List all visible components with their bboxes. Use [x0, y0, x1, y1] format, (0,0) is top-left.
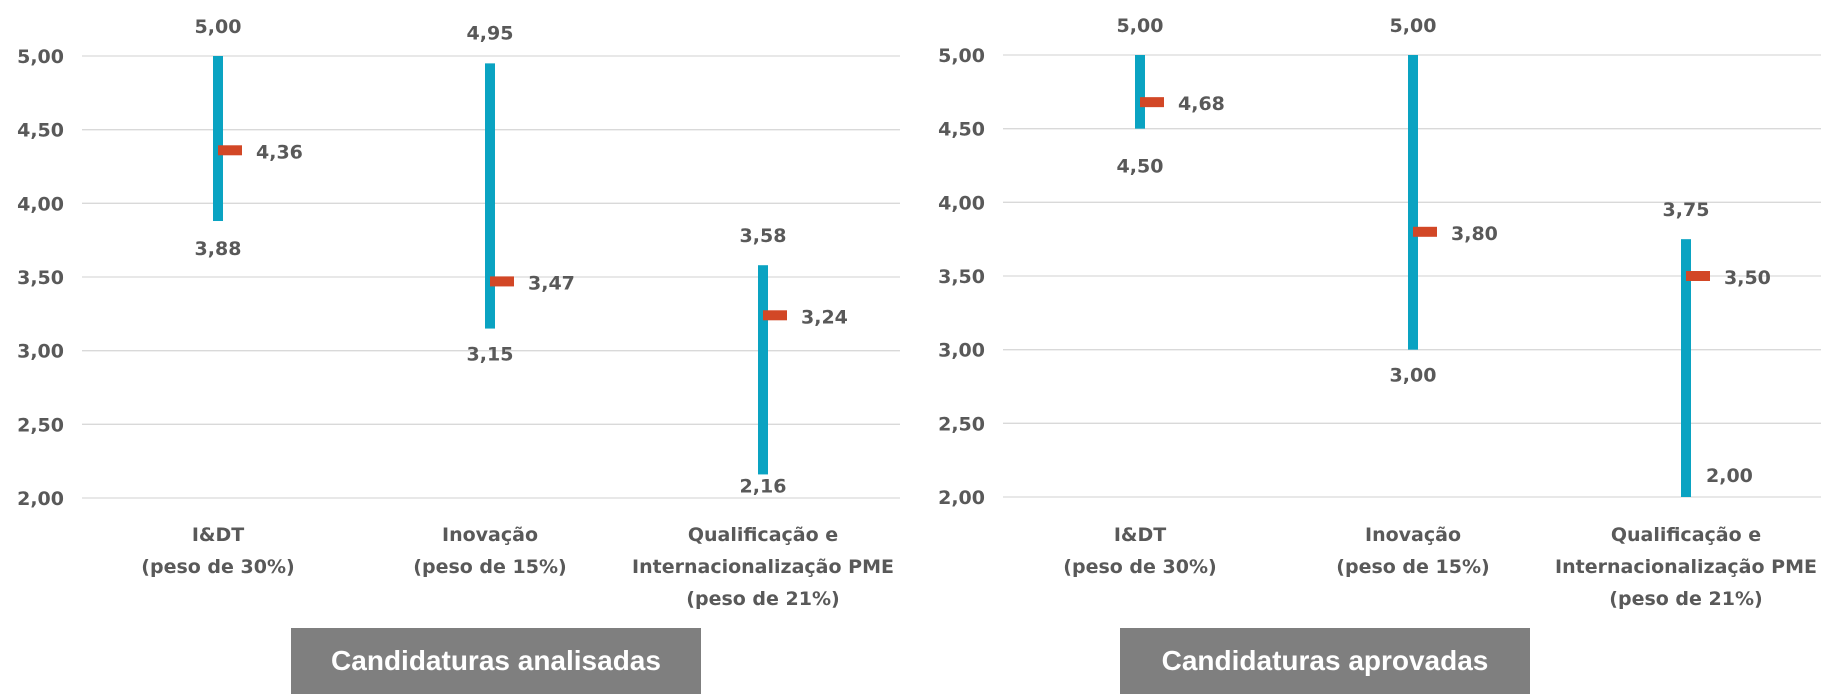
max-value-label: 3,75	[1663, 199, 1710, 221]
max-value-label: 5,00	[1117, 15, 1164, 37]
x-category-label: Qualificação e	[688, 524, 838, 546]
y-tick-label: 5,00	[17, 46, 64, 68]
range-bar	[1681, 239, 1691, 497]
mean-marker	[763, 310, 787, 321]
mean-marker	[490, 276, 514, 287]
max-value-label: 3,58	[740, 225, 787, 247]
min-value-label: 3,00	[1390, 365, 1437, 387]
mean-value-label: 3,80	[1451, 223, 1498, 245]
x-category-label: Internacionalização PME	[1555, 556, 1817, 578]
x-category-label: (peso de 15%)	[413, 556, 566, 578]
mean-value-label: 4,68	[1178, 93, 1225, 115]
mean-marker	[1413, 226, 1437, 237]
y-tick-label: 3,50	[938, 266, 985, 288]
x-category-label: (peso de 30%)	[141, 556, 294, 578]
mean-value-label: 3,47	[528, 272, 575, 294]
mean-value-label: 3,24	[801, 306, 848, 328]
mean-marker	[1686, 271, 1710, 281]
chart-candidaturas-analisadas: 2,00 2,50 3,00 3,50 4,00 4,50 5,00 5,00 3,88 4,36…	[17, 16, 900, 610]
y-tick-label: 3,00	[17, 341, 64, 363]
x-category-label: Inovação	[442, 524, 538, 546]
min-value-label: 3,15	[467, 344, 514, 366]
x-category-label: I&DT	[1114, 524, 1166, 546]
range-bar	[1135, 55, 1145, 129]
caption-candidaturas-aprovadas: Candidaturas aprovadas	[1120, 628, 1530, 694]
max-value-label: 5,00	[1390, 15, 1437, 37]
y-tick-label: 4,00	[938, 192, 985, 214]
mean-value-label: 3,50	[1724, 267, 1771, 289]
max-value-label: 4,95	[467, 22, 514, 44]
x-category-label: (peso de 15%)	[1336, 556, 1489, 578]
y-tick-label: 2,00	[17, 488, 64, 510]
chart-candidaturas-aprovadas: 2,00 2,50 3,00 3,50 4,00 4,50 5,00 5,00 4,50 4,68…	[938, 15, 1821, 610]
max-value-label: 5,00	[195, 16, 242, 38]
range-bar	[485, 63, 495, 329]
mean-marker	[1140, 97, 1164, 108]
mean-value-label: 4,36	[256, 141, 303, 163]
min-value-label: 2,00	[1706, 465, 1753, 487]
range-bar	[758, 265, 768, 475]
min-value-label: 3,88	[195, 238, 242, 260]
min-value-label: 2,16	[740, 475, 787, 497]
x-category-label: Internacionalização PME	[632, 556, 894, 578]
min-value-label: 4,50	[1117, 156, 1164, 178]
y-tick-label: 3,50	[17, 267, 64, 289]
x-category-label: (peso de 30%)	[1063, 556, 1216, 578]
y-tick-label: 4,50	[17, 120, 64, 142]
x-category-label: (peso de 21%)	[1609, 588, 1762, 610]
x-category-label: I&DT	[192, 524, 244, 546]
y-tick-label: 4,50	[938, 119, 985, 141]
caption-candidaturas-analisadas: Candidaturas analisadas	[291, 628, 701, 694]
x-category-label: Inovação	[1365, 524, 1461, 546]
x-category-label: Qualificação e	[1611, 524, 1761, 546]
y-tick-label: 4,00	[17, 193, 64, 215]
y-tick-label: 3,00	[938, 340, 985, 362]
y-tick-label: 2,50	[938, 413, 985, 435]
mean-marker	[218, 145, 242, 156]
y-tick-label: 2,00	[938, 487, 985, 509]
range-bar	[213, 56, 223, 222]
y-tick-label: 2,50	[17, 414, 64, 436]
range-bar	[1408, 55, 1418, 350]
y-tick-label: 5,00	[938, 45, 985, 67]
x-category-label: (peso de 21%)	[686, 588, 839, 610]
